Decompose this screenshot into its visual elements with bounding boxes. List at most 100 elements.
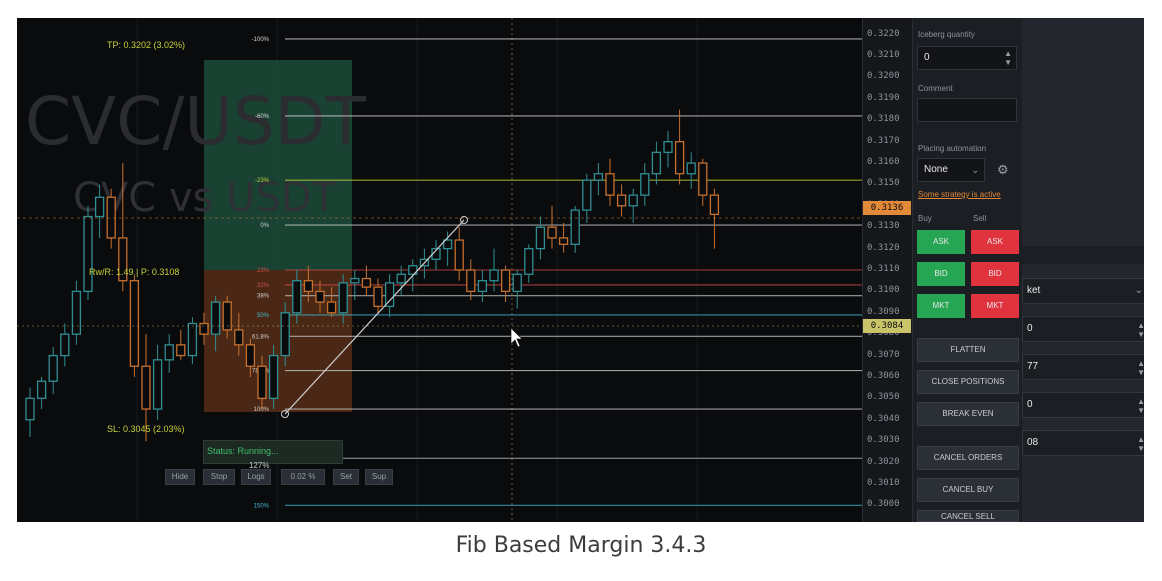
candle-body	[674, 141, 685, 175]
gear-icon[interactable]: ⚙	[997, 162, 1009, 177]
candle	[152, 344, 163, 420]
candle-body	[60, 333, 70, 357]
candle-body	[640, 173, 650, 196]
close-positions-button[interactable]: CLOSE POSITIONS	[917, 370, 1019, 394]
stepper-icon[interactable]: ▲ ▼	[1137, 321, 1144, 339]
buy-market-button[interactable]: MKT	[917, 294, 965, 318]
candle	[524, 244, 534, 283]
candle	[640, 163, 650, 206]
take-profit-zone	[204, 60, 352, 270]
candle	[373, 278, 383, 313]
candle	[582, 173, 592, 223]
candle-body	[651, 151, 662, 175]
candles	[25, 109, 720, 442]
price-tick: 0.3210	[867, 50, 900, 61]
break-even-button[interactable]: BREAK EVEN	[917, 402, 1019, 426]
comment-label: Comment	[918, 84, 953, 93]
candle-body	[71, 290, 82, 335]
fib-anchor-high[interactable]	[460, 216, 468, 224]
candle	[71, 280, 82, 345]
candle-body	[292, 280, 302, 314]
sl-label: SL: 0.3045 (2.03%)	[107, 424, 185, 434]
candle-body	[234, 329, 244, 346]
fib-level-label: 61.8%	[252, 334, 270, 340]
candle	[83, 205, 93, 300]
price-tick: 0.3050	[867, 392, 900, 403]
candle	[616, 184, 627, 217]
fib-level-label: -23%	[255, 178, 270, 184]
limit-field[interactable]: 08 ▲ ▼	[1022, 430, 1144, 456]
candle-body	[663, 141, 673, 153]
sell-label: Sell	[973, 214, 987, 223]
price-chart[interactable]: CVC/USDT CVC vs USDT -100% -60% -23% 0% 23% 3…	[17, 18, 862, 522]
candle	[698, 158, 708, 206]
candle-body	[280, 312, 290, 357]
price-tick: 0.3190	[867, 92, 900, 103]
price-tick: 0.3130	[867, 221, 900, 232]
candle	[396, 265, 406, 296]
fib-level-label: 0%	[260, 223, 269, 229]
cancel-buy-button[interactable]: CANCEL BUY	[917, 478, 1019, 502]
candle-body	[326, 301, 337, 314]
flatten-button[interactable]: FLATTEN	[917, 338, 1019, 362]
candle-body	[593, 173, 604, 181]
placing-automation-select[interactable]: None ⌄	[917, 158, 985, 182]
cancel-sell-button[interactable]: CANCEL SELL	[917, 510, 1019, 522]
price-tick: 0.3100	[867, 285, 900, 296]
price-field[interactable]: 77 ▲ ▼	[1022, 354, 1144, 380]
comment-input[interactable]	[917, 98, 1017, 122]
price-tick: 0.3180	[867, 114, 900, 125]
candle-body	[245, 344, 256, 367]
candle-body	[558, 237, 569, 245]
stepper-icon[interactable]: ▲ ▼	[1137, 397, 1144, 415]
candle	[25, 387, 35, 437]
candle-body	[338, 282, 348, 314]
price-axis[interactable]: 0.3220 0.3210 0.3200 0.3190 0.3180 0.3170 0.31…	[862, 18, 913, 522]
candle	[326, 287, 337, 318]
candle-body	[512, 273, 522, 293]
candle	[500, 265, 511, 303]
percent-input[interactable]: 0.02 %	[281, 469, 325, 485]
candle-body	[164, 344, 174, 361]
candle-body	[628, 194, 638, 207]
sup-button[interactable]: Sup	[365, 469, 393, 485]
iceberg-quantity-input[interactable]: 0 ▲ ▼	[917, 46, 1017, 70]
stepper-icon[interactable]: ▲ ▼	[1137, 359, 1144, 377]
cancel-orders-button[interactable]: CANCEL ORDERS	[917, 446, 1019, 470]
candle	[187, 317, 198, 365]
candle-body	[141, 365, 151, 410]
price-tick: 0.3070	[867, 349, 900, 360]
stepper-icon[interactable]: ▲ ▼	[1137, 435, 1144, 453]
fib-anchor-low[interactable]	[281, 410, 289, 418]
candle	[234, 312, 244, 356]
candle-body	[25, 397, 35, 421]
price-tick: 0.3160	[867, 157, 900, 168]
candle	[292, 270, 302, 324]
quantity-field[interactable]: 0 ▲ ▼	[1022, 316, 1144, 342]
candle-body	[199, 322, 209, 335]
candle-body	[570, 209, 580, 245]
buy-ask-button[interactable]: ASK	[917, 230, 965, 254]
entry-price-badge: 0.3084	[863, 319, 911, 333]
logs-button[interactable]: Logs	[241, 469, 271, 485]
stop-button[interactable]: Stop	[203, 469, 235, 485]
candle	[651, 141, 662, 185]
sell-market-button[interactable]: MKT	[971, 294, 1019, 318]
set-button[interactable]: Set	[333, 469, 359, 485]
hide-button[interactable]: Hide	[165, 469, 195, 485]
candle	[454, 227, 464, 281]
fib-anchor-line[interactable]	[284, 219, 465, 415]
order-type-select[interactable]: ket ⌄	[1022, 278, 1144, 304]
price-tick: 0.3170	[867, 135, 900, 146]
sell-ask-button[interactable]: ASK	[971, 230, 1019, 254]
buy-label: Buy	[918, 214, 932, 223]
strategy-active-link[interactable]: Some strategy is active	[918, 190, 1001, 199]
price-tick: 0.3120	[867, 242, 900, 253]
stepper-icon[interactable]: ▲ ▼	[1004, 49, 1012, 67]
offset-field[interactable]: 0 ▲ ▼	[1022, 392, 1144, 418]
buy-bid-button[interactable]: BID	[917, 262, 965, 286]
sell-bid-button[interactable]: BID	[971, 262, 1019, 286]
candle-body	[605, 173, 615, 196]
candle-body	[48, 354, 58, 382]
fib-level-label: 100%	[254, 407, 270, 413]
